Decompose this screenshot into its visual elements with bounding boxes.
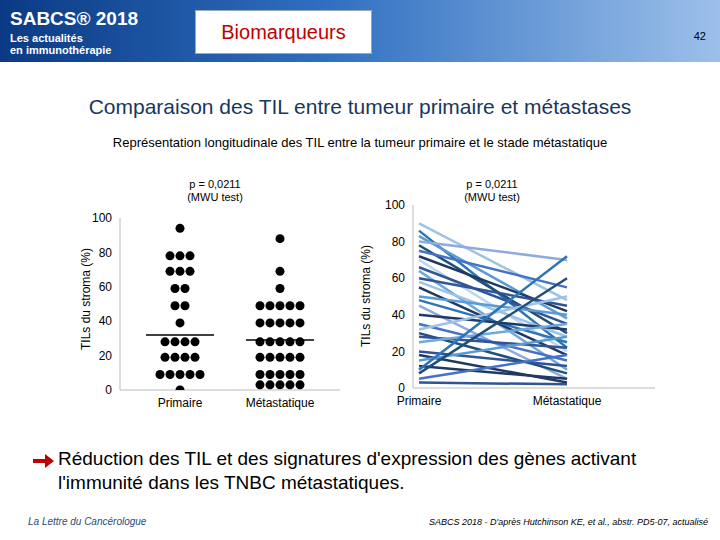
html-text:Réduction des TIL et des signa: Réduction des TIL et des signatures d'ex… xyxy=(58,448,637,493)
svg-text:60: 60 xyxy=(99,280,113,294)
svg-text:0: 0 xyxy=(105,383,112,397)
html-text:Représentation longitudinale d: Représentation longitudinale des TIL ent… xyxy=(112,135,608,150)
svg-text:40: 40 xyxy=(99,314,113,328)
svg-text:Métastatique: Métastatique xyxy=(533,394,602,408)
svg-text:Primaire: Primaire xyxy=(158,396,203,410)
svg-text:80: 80 xyxy=(392,235,406,249)
html-text:TILs du stroma (%): TILs du stroma (%) xyxy=(359,245,373,347)
svg-text:20: 20 xyxy=(99,349,113,363)
html-text:(MWU test): (MWU test) xyxy=(187,191,243,203)
html-text:SABCS® 2018: SABCS® 2018 xyxy=(10,8,139,29)
svg-text:60: 60 xyxy=(392,271,406,285)
svg-text:20: 20 xyxy=(392,345,406,359)
svg-text:100: 100 xyxy=(92,211,112,225)
html-text:SABCS 2018 - D'après Hutchinso: SABCS 2018 - D'après Hutchinson KE, et a… xyxy=(429,517,708,527)
html-text:La Lettre du Cancérologue: La Lettre du Cancérologue xyxy=(28,516,147,527)
svg-text:0: 0 xyxy=(398,381,405,395)
html-text:42: 42 xyxy=(693,30,706,42)
html-text:Biomarqueurs: Biomarqueurs xyxy=(221,20,346,43)
html-text:p = 0,0211: p = 0,0211 xyxy=(189,178,241,190)
svg-text:Primaire: Primaire xyxy=(397,394,442,408)
svg-text:100: 100 xyxy=(385,198,405,212)
svg-text:40: 40 xyxy=(392,308,406,322)
html-text:p = 0,0211: p = 0,0211 xyxy=(466,178,518,190)
html-text:TILs du stroma (%): TILs du stroma (%) xyxy=(79,248,93,350)
svg-text:80: 80 xyxy=(99,246,113,260)
html-text:Comparaison des TIL entre tume: Comparaison des TIL entre tumeur primair… xyxy=(88,95,632,118)
svg-text:Métastatique: Métastatique xyxy=(246,396,315,410)
html-text:(MWU test): (MWU test) xyxy=(464,191,520,203)
html-text:en immunothérapie: en immunothérapie xyxy=(10,44,112,56)
html-text:Les actualités: Les actualités xyxy=(10,32,83,44)
